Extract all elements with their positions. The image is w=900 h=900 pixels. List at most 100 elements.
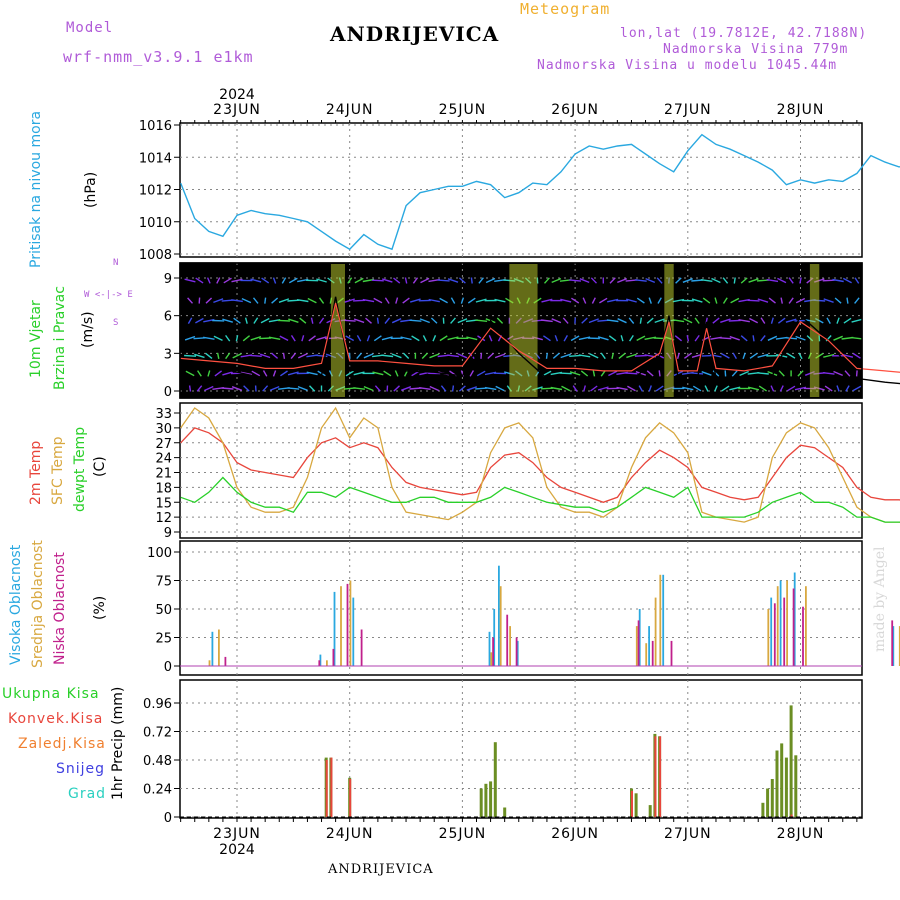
wind-barb (731, 370, 738, 377)
wind-barb (834, 297, 842, 304)
cloud-low-bar (332, 648, 335, 666)
wind-barb (366, 335, 371, 342)
wind-barb (752, 335, 755, 342)
wind-barb (475, 298, 487, 303)
wind-barb (627, 385, 636, 392)
wind-rose-we: W <-|-> E (84, 290, 133, 300)
wind-barb (629, 335, 634, 342)
wind-barb (655, 385, 664, 392)
wind-barb (252, 297, 259, 304)
temperature-ytick-label: 24 (155, 452, 172, 467)
wind-barb (393, 277, 401, 284)
wind-barb (277, 319, 290, 322)
wind-barb (271, 297, 279, 304)
wind-barb (353, 371, 365, 376)
wind-front-band (809, 264, 820, 397)
wind-barb (702, 297, 711, 304)
wind-barb (309, 385, 316, 392)
wind-barb (770, 317, 774, 324)
wind-barb (316, 278, 327, 283)
footer-station: ANDRIJEVICA (328, 862, 434, 877)
wind-barb (353, 318, 365, 324)
cloud-low-bar (637, 620, 640, 666)
wind-barb (634, 354, 647, 357)
wind-barb (381, 336, 393, 341)
wind-barb (262, 370, 268, 377)
wind-barb (450, 297, 456, 304)
wind-barb (748, 278, 759, 283)
wind-barb (600, 370, 606, 377)
cloud-mid-bar (805, 586, 807, 666)
precip-total-bar (634, 793, 638, 818)
wind-barb (722, 297, 728, 304)
wind-barb (450, 317, 456, 324)
wind-barb (242, 335, 251, 342)
cloud-high-bar (793, 572, 796, 666)
wind-barb (345, 335, 355, 342)
wind-barb (842, 277, 852, 284)
cloud-ytick-label: 0 (164, 660, 172, 675)
wind-barb (353, 299, 366, 302)
wind-barb (243, 385, 250, 392)
wind-barb (552, 352, 560, 359)
wind-barb (638, 385, 644, 392)
cloud-low-bar (651, 640, 654, 666)
bottom-date-label: 23JUN (213, 826, 261, 842)
wind-barb (704, 385, 709, 392)
precip-total-bar (770, 779, 774, 817)
wind-barb (740, 335, 748, 342)
pressure-ytick-label: 1008 (139, 248, 172, 263)
wind-barb (833, 370, 843, 377)
wind-barb (281, 277, 287, 284)
wind-ytick-label: 3 (164, 347, 172, 362)
wind-barb (221, 387, 234, 390)
wind-barb (447, 278, 459, 283)
wind-barb (384, 317, 391, 324)
wind-barb (732, 352, 738, 360)
wind-barb (691, 372, 704, 375)
temperature-ytick-label: 15 (155, 496, 172, 511)
pressure-ytick-label: 1012 (139, 184, 172, 199)
cloud-ytick-label: 100 (147, 546, 172, 561)
wind-barb (356, 352, 363, 360)
precip-total-bar (761, 802, 765, 818)
wind-barb (404, 277, 408, 284)
wind-barb (628, 317, 635, 324)
wind-barb (393, 385, 400, 392)
pressure-ytick-label: 1010 (139, 216, 172, 231)
wind-barb (634, 279, 647, 282)
wind-barb (381, 354, 394, 358)
wind-barb (457, 353, 468, 359)
wind-barb (488, 335, 493, 342)
cloud-low-bar (802, 606, 804, 666)
cloud-low-bar (792, 588, 795, 666)
precip-total-bar (479, 788, 483, 817)
cloud-high-bar (892, 626, 895, 666)
wind-barb (231, 386, 243, 391)
wind-barb (582, 297, 587, 304)
wind-barb (822, 372, 835, 375)
wind-barb (852, 385, 862, 392)
wind-barb (223, 277, 232, 284)
wind-barb (206, 277, 211, 284)
wind-barb (722, 277, 729, 284)
pressure-ytick-label: 1014 (139, 151, 172, 166)
precip-total-bar (794, 755, 798, 818)
wind-barb (419, 387, 431, 390)
wind-barb (271, 352, 279, 359)
precip-conv-bar (790, 814, 793, 817)
wind-barb (429, 385, 439, 392)
wind-rose-n: N (113, 258, 119, 268)
precip-total-bar (789, 705, 793, 817)
wind-barb (682, 278, 693, 283)
bottom-date-label: 27JUN (664, 826, 712, 842)
wind-barb (606, 319, 619, 323)
wind-barb (541, 298, 553, 303)
wind-barb (559, 372, 572, 375)
wind-barb (542, 370, 552, 377)
top-date-label: 27JUN (664, 102, 712, 118)
wind-barb (760, 317, 766, 324)
cloud-low-bar (224, 656, 227, 666)
wind-barb (318, 297, 325, 304)
wind-barb (188, 385, 192, 392)
